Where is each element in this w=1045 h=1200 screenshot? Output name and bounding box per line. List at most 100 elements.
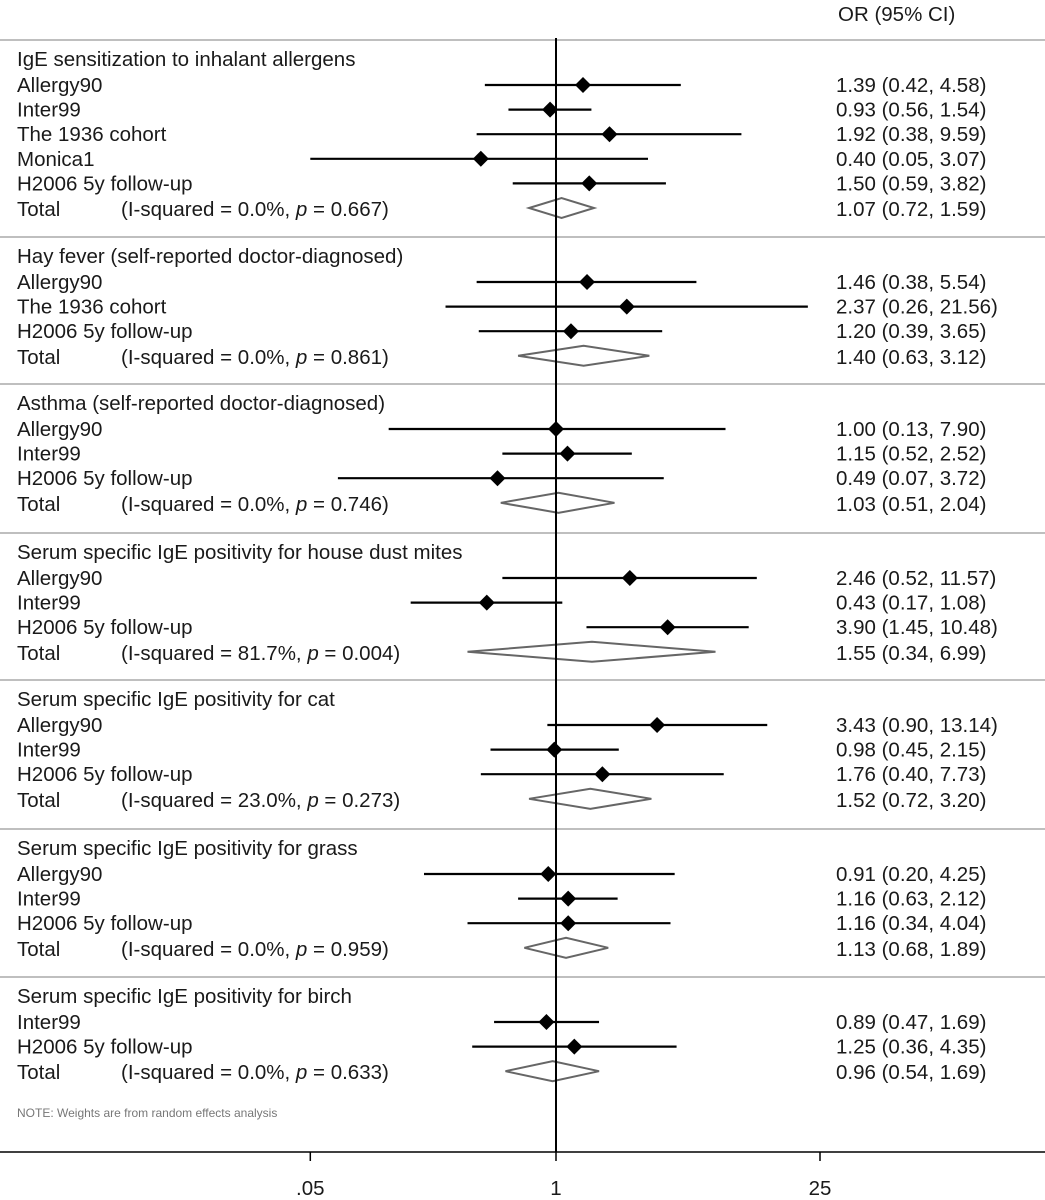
study-label: Inter99 xyxy=(17,1011,81,1034)
point-estimate-marker xyxy=(659,619,676,636)
point-estimate-marker xyxy=(601,126,618,143)
study-label: Inter99 xyxy=(17,443,81,466)
pooled-ci-value: 1.13 (0.68, 1.89) xyxy=(836,938,986,961)
heterogeneity-prefix: (I-squared = 0.0%, xyxy=(121,493,296,516)
point-estimate-marker xyxy=(546,741,563,758)
pooled-ci-value: 1.07 (0.72, 1.59) xyxy=(836,198,986,221)
study-label: Monica1 xyxy=(17,148,95,171)
group-title: Serum specific IgE positivity for house … xyxy=(17,541,463,564)
study-ci-value: 1.16 (0.63, 2.12) xyxy=(836,888,986,911)
study-label: H2006 5y follow-up xyxy=(17,1036,193,1059)
study-ci-value: 1.15 (0.52, 2.52) xyxy=(836,443,986,466)
pooled-estimate-diamond xyxy=(500,491,615,514)
chart-text: IgE sensitization to inhalant allergens A… xyxy=(17,48,998,1120)
study-label: H2006 5y follow-up xyxy=(17,616,193,639)
point-estimate-marker xyxy=(566,1038,583,1055)
study-ci-value: 2.37 (0.26, 21.56) xyxy=(836,296,998,319)
pooled-ci-value: 0.96 (0.54, 1.69) xyxy=(836,1061,986,1084)
study-label: Inter99 xyxy=(17,739,81,762)
heterogeneity-stat: (I-squared = 0.0%, p = 0.959) xyxy=(121,938,389,961)
point-estimate-marker xyxy=(542,101,559,118)
group-title: Serum specific IgE positivity for grass xyxy=(17,837,358,860)
group-title: IgE sensitization to inhalant allergens xyxy=(17,48,355,71)
study-label: The 1936 cohort xyxy=(17,123,167,146)
total-label: Total xyxy=(17,789,60,812)
group-title: Serum specific IgE positivity for cat xyxy=(17,688,335,711)
total-label: Total xyxy=(17,346,60,369)
study-ci-value: 3.43 (0.90, 13.14) xyxy=(836,714,998,737)
p-value-symbol: p xyxy=(306,642,318,665)
study-label: Inter99 xyxy=(17,592,81,615)
x-tick-label: .05 xyxy=(296,1177,325,1200)
heterogeneity-stat: (I-squared = 23.0%, p = 0.273) xyxy=(121,789,400,812)
study-ci-value: 1.25 (0.36, 4.35) xyxy=(836,1036,986,1059)
p-value-text: = 0.959) xyxy=(307,938,389,961)
heterogeneity-prefix: (I-squared = 81.7%, xyxy=(121,642,307,665)
point-estimate-marker xyxy=(559,445,576,462)
p-value-symbol: p xyxy=(295,198,307,221)
point-estimate-marker xyxy=(478,594,495,611)
x-axis-ticks: .05 1 25 xyxy=(296,1152,831,1200)
p-value-symbol: p xyxy=(295,493,307,516)
heterogeneity-stat: (I-squared = 0.0%, p = 0.633) xyxy=(121,1061,389,1084)
p-value-symbol: p xyxy=(295,1061,307,1084)
study-label: Allergy90 xyxy=(17,418,102,441)
study-label: Allergy90 xyxy=(17,74,102,97)
study-ci-value: 1.92 (0.38, 9.59) xyxy=(836,123,986,146)
study-ci-value: 0.89 (0.47, 1.69) xyxy=(836,1011,986,1034)
study-label: H2006 5y follow-up xyxy=(17,467,193,490)
study-ci-value: 1.00 (0.13, 7.90) xyxy=(836,418,986,441)
pooled-ci-value: 1.55 (0.34, 6.99) xyxy=(836,642,986,665)
study-ci-value: 0.98 (0.45, 2.15) xyxy=(836,739,986,762)
point-estimate-marker xyxy=(472,150,489,167)
p-value-text: = 0.861) xyxy=(307,346,389,369)
heterogeneity-prefix: (I-squared = 0.0%, xyxy=(121,198,296,221)
p-value-symbol: p xyxy=(306,789,318,812)
study-ci-value: 0.93 (0.56, 1.54) xyxy=(836,99,986,122)
study-ci-value: 2.46 (0.52, 11.57) xyxy=(836,567,996,590)
study-label: H2006 5y follow-up xyxy=(17,912,193,935)
group-title: Hay fever (self-reported doctor-diagnose… xyxy=(17,245,403,268)
study-label: Allergy90 xyxy=(17,863,102,886)
heterogeneity-prefix: (I-squared = 23.0%, xyxy=(121,789,307,812)
p-value-text: = 0.273) xyxy=(319,789,401,812)
study-label: H2006 5y follow-up xyxy=(17,763,193,786)
study-label: Allergy90 xyxy=(17,714,102,737)
total-label: Total xyxy=(17,493,60,516)
p-value-text: = 0.004) xyxy=(319,642,401,665)
p-value-symbol: p xyxy=(295,346,307,369)
ci-column-header: OR (95% CI) xyxy=(838,3,955,26)
study-ci-value: 1.39 (0.42, 4.58) xyxy=(836,74,986,97)
total-label: Total xyxy=(17,1061,60,1084)
p-value-text: = 0.633) xyxy=(307,1061,389,1084)
study-ci-value: 1.50 (0.59, 3.82) xyxy=(836,172,986,195)
study-ci-value: 0.91 (0.20, 4.25) xyxy=(836,863,986,886)
study-label: Inter99 xyxy=(17,99,81,122)
point-estimate-marker xyxy=(581,175,598,192)
point-estimate-marker xyxy=(538,1014,555,1030)
heterogeneity-stat: (I-squared = 81.7%, p = 0.004) xyxy=(121,642,400,665)
pooled-ci-value: 1.40 (0.63, 3.12) xyxy=(836,346,986,369)
point-estimate-marker xyxy=(562,323,579,340)
pooled-estimate-diamond xyxy=(467,640,716,663)
total-label: Total xyxy=(17,642,60,665)
group-title: Asthma (self-reported doctor-diagnosed) xyxy=(17,392,385,415)
heterogeneity-stat: (I-squared = 0.0%, p = 0.667) xyxy=(121,198,389,221)
total-label: Total xyxy=(17,198,60,221)
study-label: Inter99 xyxy=(17,888,81,911)
heterogeneity-prefix: (I-squared = 0.0%, xyxy=(121,346,296,369)
pooled-estimate-diamond xyxy=(525,196,598,220)
study-ci-value: 3.90 (1.45, 10.48) xyxy=(836,616,998,639)
pooled-estimate-diamond xyxy=(528,787,652,810)
heterogeneity-prefix: (I-squared = 0.0%, xyxy=(121,1061,296,1084)
study-label: Allergy90 xyxy=(17,567,102,590)
heterogeneity-stat: (I-squared = 0.0%, p = 0.746) xyxy=(121,493,389,516)
study-ci-value: 0.43 (0.17, 1.08) xyxy=(836,592,986,615)
x-tick-label: 25 xyxy=(809,1177,832,1200)
p-value-symbol: p xyxy=(295,938,307,961)
heterogeneity-prefix: (I-squared = 0.0%, xyxy=(121,938,296,961)
pooled-estimate-diamond xyxy=(517,344,650,367)
chart-marks xyxy=(310,77,808,1083)
study-label: H2006 5y follow-up xyxy=(17,172,193,195)
